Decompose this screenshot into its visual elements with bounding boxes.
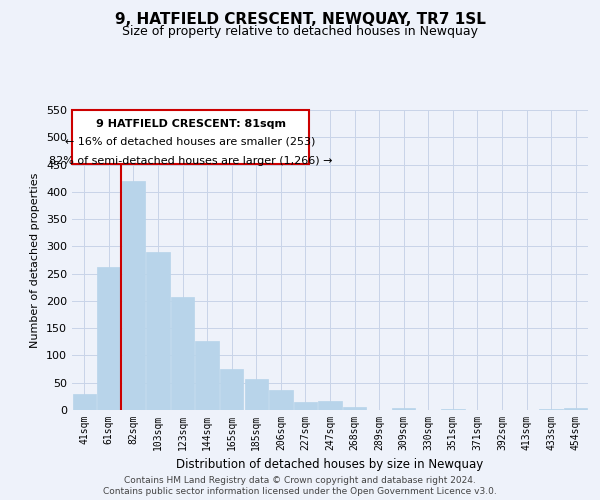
Text: 9 HATFIELD CRESCENT: 81sqm: 9 HATFIELD CRESCENT: 81sqm — [95, 119, 286, 129]
Bar — [392, 408, 415, 410]
Bar — [171, 297, 194, 410]
Bar — [294, 402, 317, 410]
Bar — [122, 181, 145, 410]
Text: Size of property relative to detached houses in Newquay: Size of property relative to detached ho… — [122, 25, 478, 38]
Bar — [97, 267, 121, 410]
Bar — [269, 390, 293, 410]
Bar — [564, 408, 587, 410]
Bar — [245, 379, 268, 410]
Bar — [146, 252, 170, 410]
Bar — [539, 409, 563, 410]
X-axis label: Distribution of detached houses by size in Newquay: Distribution of detached houses by size … — [176, 458, 484, 471]
Bar — [319, 402, 341, 410]
Y-axis label: Number of detached properties: Number of detached properties — [31, 172, 40, 348]
Text: ← 16% of detached houses are smaller (253): ← 16% of detached houses are smaller (25… — [65, 137, 316, 147]
FancyBboxPatch shape — [72, 110, 310, 164]
Bar — [220, 369, 244, 410]
Bar — [343, 408, 366, 410]
Text: 9, HATFIELD CRESCENT, NEWQUAY, TR7 1SL: 9, HATFIELD CRESCENT, NEWQUAY, TR7 1SL — [115, 12, 485, 28]
Bar — [73, 394, 96, 410]
Text: 82% of semi-detached houses are larger (1,266) →: 82% of semi-detached houses are larger (… — [49, 156, 332, 166]
Text: Contains public sector information licensed under the Open Government Licence v3: Contains public sector information licen… — [103, 487, 497, 496]
Text: Contains HM Land Registry data © Crown copyright and database right 2024.: Contains HM Land Registry data © Crown c… — [124, 476, 476, 485]
Bar — [196, 342, 219, 410]
